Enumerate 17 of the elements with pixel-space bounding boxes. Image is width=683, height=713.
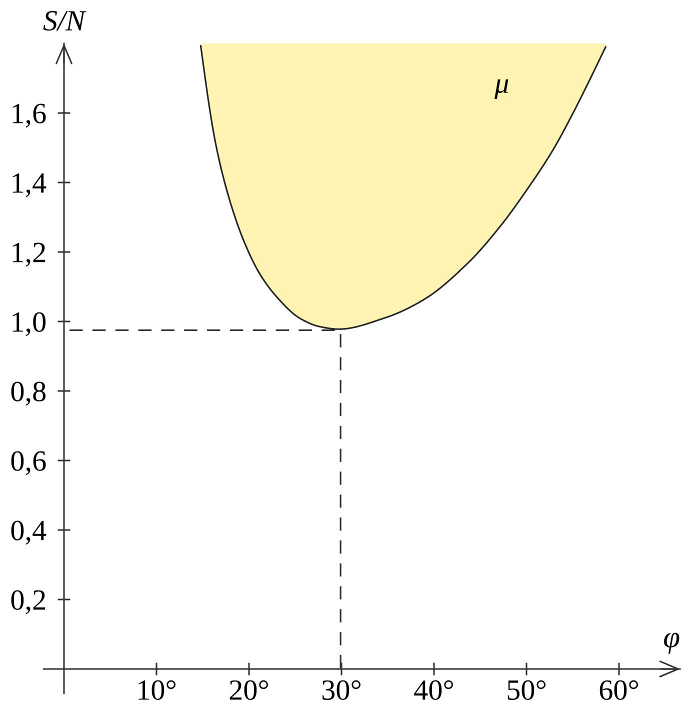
y-tick-label: 0,4: [11, 520, 46, 545]
x-tick-label: 40°: [414, 680, 453, 700]
y-tick-label: 1,0: [12, 312, 46, 336]
x-axis-title: φ: [664, 632, 680, 654]
y-tick-label: 1,2: [12, 242, 46, 267]
x-tick-label: 50°: [508, 680, 546, 700]
x-tick-label: 20°: [230, 680, 268, 700]
x-tick-label: 60°: [600, 680, 638, 700]
y-tick-label: 0,6: [11, 451, 46, 476]
y-tick-label: 1,6: [12, 104, 46, 128]
x-tick-label: 10°: [138, 680, 176, 700]
y-axis-title: S/N: [43, 11, 86, 31]
y-tick-label: 0,8: [11, 382, 46, 406]
y-tick-label: 0,2: [11, 590, 46, 614]
y-tick-label: 1,4: [12, 173, 46, 198]
x-tick-label: 30°: [322, 680, 360, 700]
text: μ: [494, 79, 508, 99]
